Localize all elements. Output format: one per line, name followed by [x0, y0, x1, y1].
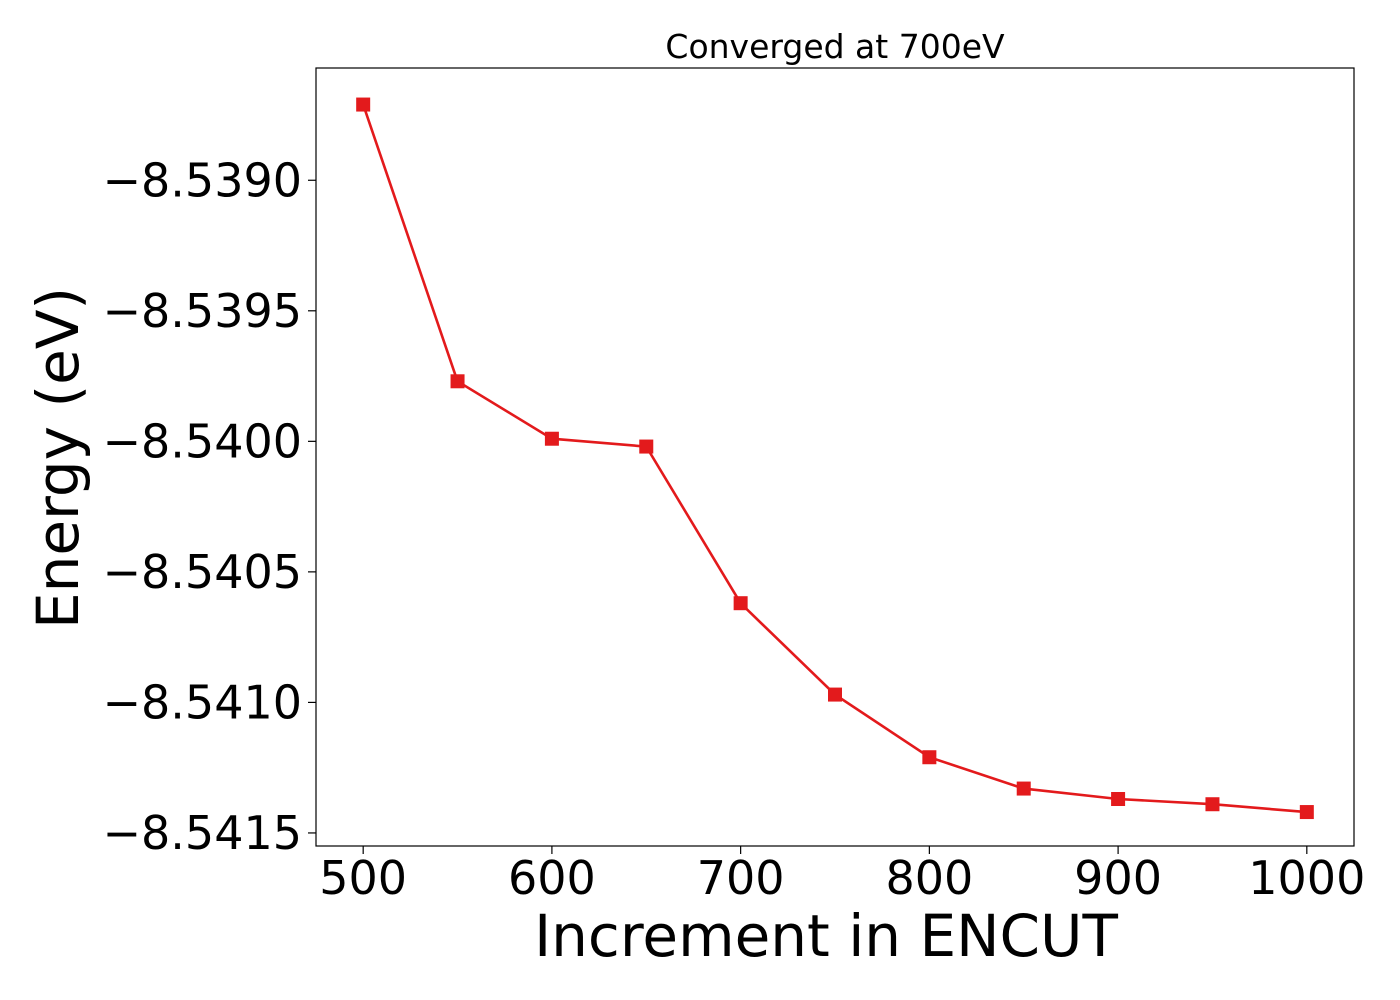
- y-tick-label: −8.5400: [103, 414, 303, 468]
- y-tick-label: −8.5405: [103, 545, 303, 599]
- data-point-marker: [1299, 805, 1314, 820]
- data-point-marker: [828, 687, 842, 702]
- x-tick-label: 1000: [1248, 851, 1365, 905]
- y-tick-label: −8.5390: [103, 153, 303, 207]
- data-point-marker: [1016, 781, 1031, 796]
- chart-title: Converged at 700eV: [665, 27, 1005, 66]
- series-layer: [356, 97, 1314, 820]
- x-tick-label: 700: [697, 851, 785, 905]
- data-point-marker: [450, 374, 465, 389]
- y-axis-title: Energy (eV): [24, 287, 92, 629]
- x-tick-label: 600: [508, 851, 596, 905]
- y-tick-label: −8.5395: [103, 284, 303, 338]
- y-tick-label: −8.5415: [103, 806, 303, 860]
- data-point-marker: [1205, 797, 1220, 812]
- data-point-marker: [733, 596, 748, 611]
- data-point-marker: [356, 97, 371, 112]
- data-point-marker: [544, 431, 559, 446]
- y-tick-label: −8.5410: [103, 675, 303, 729]
- x-tick-label: 800: [885, 851, 973, 905]
- data-point-marker: [639, 439, 654, 454]
- x-axis: 500 600 700 800 900 1000: [319, 846, 1365, 905]
- plot-area: [315, 67, 1355, 847]
- data-point-marker: [922, 750, 937, 765]
- x-axis-title: Increment in ENCUT: [534, 902, 1118, 970]
- data-point-marker: [1111, 792, 1126, 807]
- y-axis: −8.5390 −8.5395 −8.5400 −8.5405 −8.5410 −8.54…: [103, 153, 316, 860]
- x-tick-label: 500: [319, 851, 407, 905]
- x-tick-label: 900: [1074, 851, 1162, 905]
